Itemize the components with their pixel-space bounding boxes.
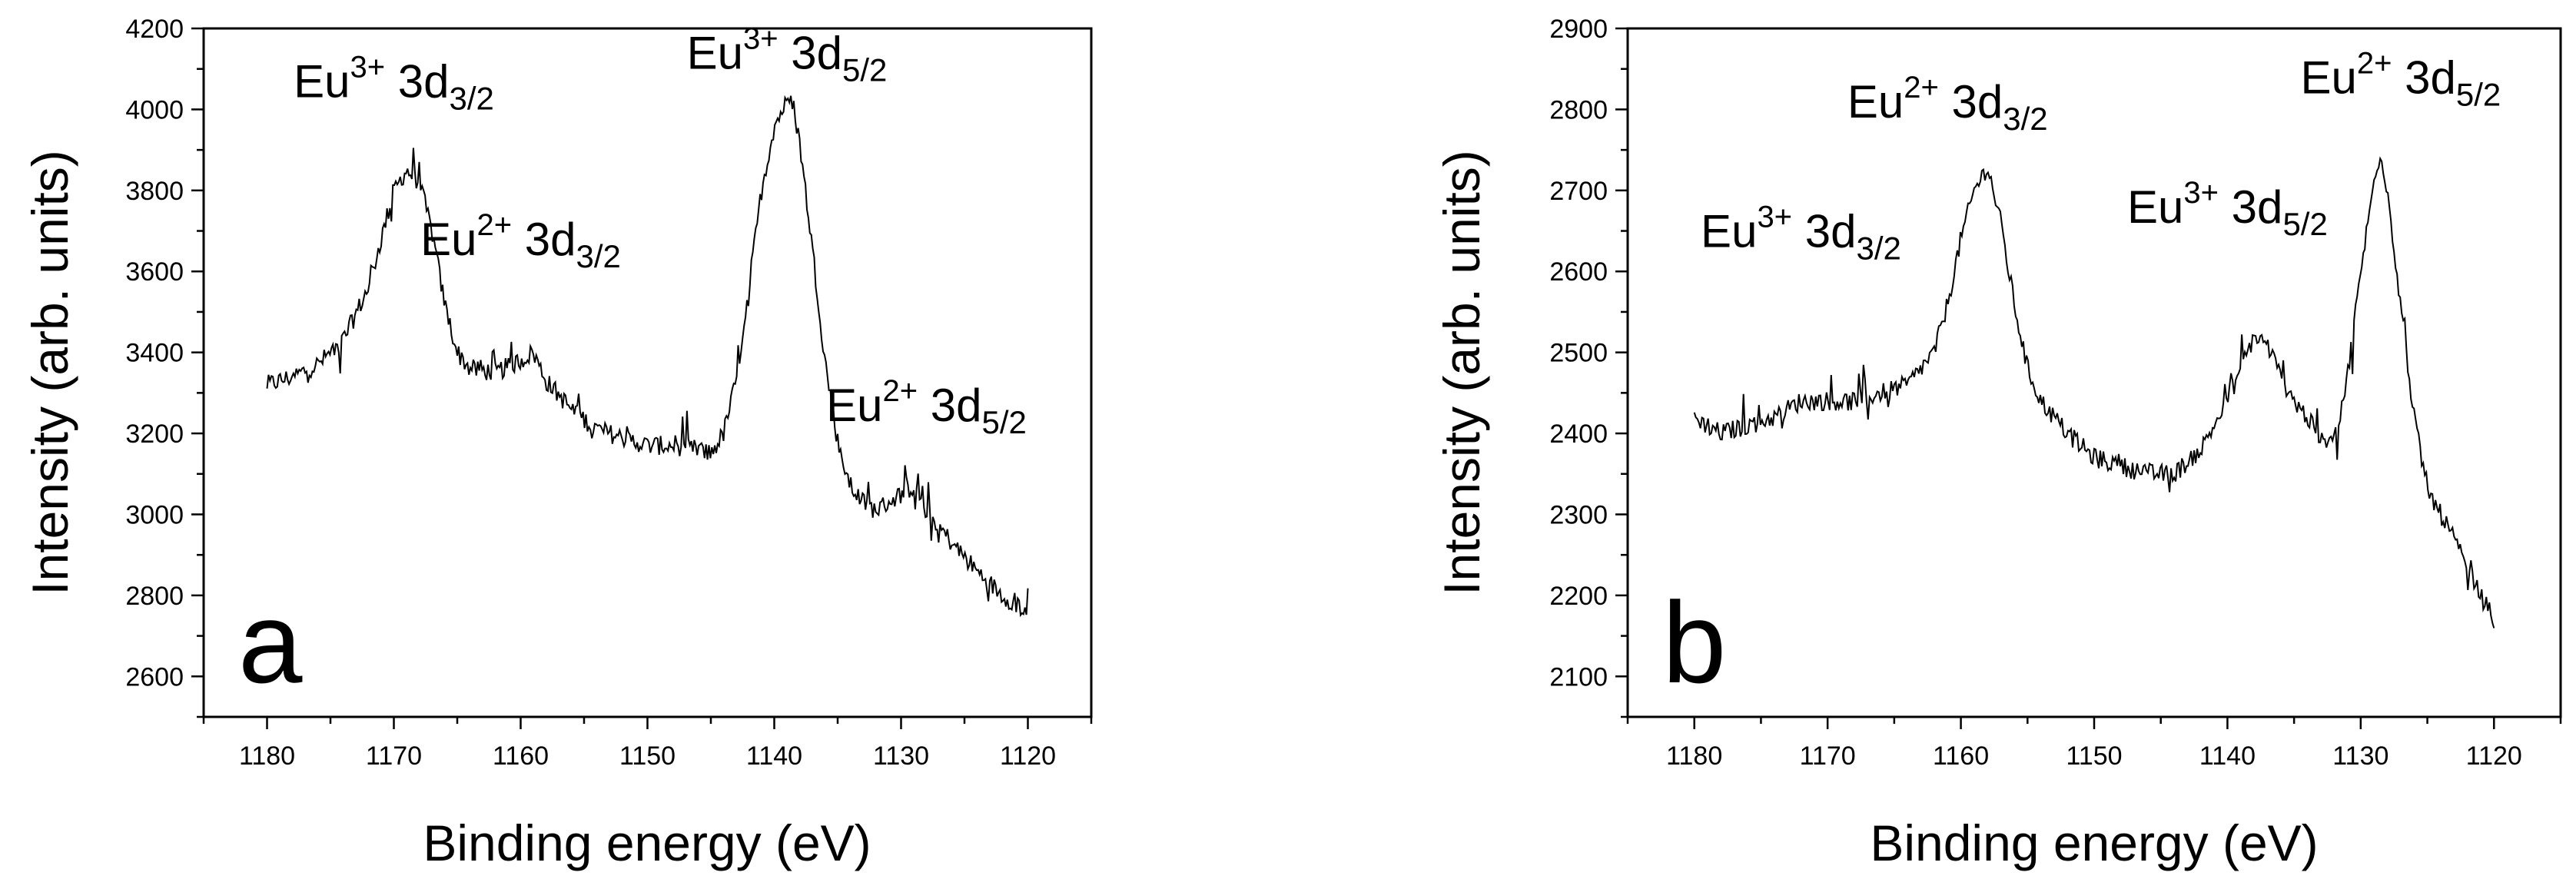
y-tick-label: 2700 (1549, 177, 1608, 206)
y-tick-label: 2400 (1549, 420, 1608, 449)
y-tick-label: 4000 (125, 95, 184, 124)
x-tick-label: 1150 (619, 741, 676, 771)
peak-label: Eu2+ 3d3/2 (1847, 71, 2048, 137)
x-tick-label: 1170 (1800, 741, 1856, 771)
x-tick-label: 1140 (746, 741, 802, 771)
y-tick-label: 3400 (125, 339, 184, 368)
x-tick-label: 1160 (1933, 741, 1989, 771)
y-tick-label: 2900 (1549, 15, 1608, 44)
panel-label: a (238, 578, 303, 707)
y-tick-label: 3200 (125, 420, 184, 449)
chart-panel-a: 1180 1170 1160 1150 1140 1130 1120 2600 2800 3000… (22, 15, 1093, 871)
peak-label: Eu2+ 3d3/2 (420, 208, 621, 274)
peak-label: Eu3+ 3d3/2 (294, 51, 494, 117)
x-tick-label: 1160 (493, 741, 549, 771)
x-tick-label: 1150 (2066, 741, 2122, 771)
x-tick-label: 1120 (1000, 741, 1056, 771)
y-tick-label: 2100 (1549, 662, 1608, 692)
y-tick-label: 2500 (1549, 339, 1608, 368)
panel-label: b (1662, 578, 1726, 707)
chart-panel-b: 1180 1170 1160 1150 1140 1130 1120 2100 2200 2300… (1433, 15, 2562, 871)
y-tick-label: 4200 (125, 15, 184, 44)
x-tick-label: 1130 (2332, 741, 2388, 771)
x-tick-label: 1170 (366, 741, 422, 771)
spectrum-line (266, 95, 1029, 618)
peak-label: Eu2+ 3d5/2 (2300, 46, 2501, 112)
x-tick-label: 1140 (2199, 741, 2256, 771)
x-axis-title: Binding energy (eV) (423, 814, 871, 871)
x-tick-label: 1130 (873, 741, 929, 771)
y-axis-title: Intensity (arb. units) (1433, 150, 1490, 595)
plot-frame (202, 27, 1093, 718)
y-tick-label: 2800 (1549, 95, 1608, 124)
y-tick-label: 2200 (1549, 582, 1608, 611)
y-tick-label: 2600 (125, 662, 184, 692)
plot-frame (1626, 27, 2562, 718)
x-tick-label: 1180 (1666, 741, 1722, 771)
x-axis-title: Binding energy (eV) (1870, 814, 2318, 871)
peak-label: Eu3+ 3d5/2 (687, 22, 888, 88)
y-tick-label: 3000 (125, 500, 184, 529)
spectrum-line (1693, 156, 2495, 629)
y-tick-label: 3800 (125, 177, 184, 206)
x-tick-label: 1120 (2466, 741, 2522, 771)
peak-label: Eu3+ 3d5/2 (2127, 176, 2328, 242)
peak-label: Eu2+ 3d5/2 (826, 374, 1027, 440)
peak-label: Eu3+ 3d3/2 (1701, 201, 1901, 267)
x-tick-label: 1180 (239, 741, 295, 771)
y-tick-label: 2300 (1549, 500, 1608, 529)
y-axis-title: Intensity (arb. units) (22, 150, 78, 595)
y-tick-label: 2600 (1549, 257, 1608, 287)
y-tick-label: 2800 (125, 582, 184, 611)
y-tick-label: 3600 (125, 257, 184, 287)
